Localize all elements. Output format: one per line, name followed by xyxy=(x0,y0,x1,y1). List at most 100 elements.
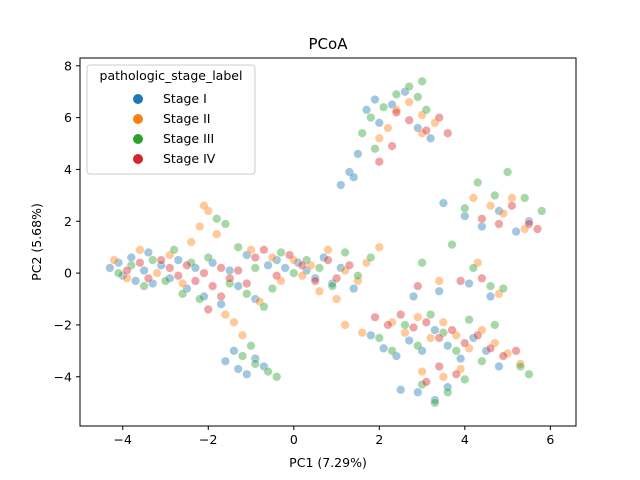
legend: pathologic_stage_label Stage I Stage II … xyxy=(86,64,256,175)
data-point-stage-i xyxy=(438,198,449,208)
data-point-stage-i xyxy=(242,369,252,379)
data-point-stage-iv xyxy=(413,281,423,291)
data-point-stage-iii xyxy=(314,263,325,273)
data-point-stage-iv xyxy=(434,333,444,343)
data-point-stage-iii xyxy=(195,294,205,304)
data-point-stage-ii xyxy=(426,333,436,343)
data-point-stage-iii xyxy=(370,144,380,154)
data-point-stage-iv xyxy=(434,361,444,372)
data-point-stage-ii xyxy=(374,242,384,252)
data-point-stage-iii xyxy=(400,320,410,330)
y-tick-label: 6 xyxy=(64,110,72,125)
data-point-stage-i xyxy=(456,354,466,364)
data-point-stage-ii xyxy=(195,221,205,232)
y-tick-label: −2 xyxy=(54,317,72,332)
x-tick-label: 0 xyxy=(290,432,298,447)
data-point-stage-ii xyxy=(246,245,256,255)
data-point-stage-i xyxy=(126,252,136,263)
data-point-stage-i xyxy=(353,149,363,159)
data-point-stage-ii xyxy=(503,348,513,359)
data-point-stage-iii xyxy=(421,105,431,115)
data-point-stage-i xyxy=(481,346,491,356)
data-point-stage-i xyxy=(370,94,380,105)
data-point-stage-iv xyxy=(332,273,342,283)
data-point-stage-i xyxy=(349,284,359,294)
data-point-stage-i xyxy=(105,263,115,273)
data-point-stage-i xyxy=(250,354,260,364)
data-point-stage-iv xyxy=(143,273,153,283)
data-point-stage-iii xyxy=(451,346,461,356)
data-point-stage-iii xyxy=(490,320,500,330)
data-point-stage-i xyxy=(477,221,487,232)
data-point-stage-i xyxy=(336,180,346,190)
data-point-stage-iv xyxy=(156,255,166,265)
y-axis-label: PC2 (5.68%) xyxy=(29,203,44,281)
data-point-stage-iv xyxy=(250,252,260,263)
data-point-stage-ii xyxy=(178,278,188,289)
data-point-stage-iii xyxy=(443,387,453,397)
data-point-stage-iii xyxy=(267,284,278,294)
data-point-stage-iii xyxy=(473,177,483,187)
data-point-stage-iii xyxy=(250,263,260,273)
data-point-stage-iv xyxy=(421,126,431,136)
data-point-stage-iii xyxy=(148,255,158,265)
data-point-stage-iv xyxy=(408,322,419,333)
data-point-stage-ii xyxy=(109,255,119,265)
data-point-stage-i xyxy=(336,263,346,273)
data-point-stage-iii xyxy=(490,190,500,200)
data-point-stage-iii xyxy=(430,398,440,408)
data-point-stage-iii xyxy=(366,112,376,123)
data-point-stage-ii xyxy=(323,245,333,255)
data-point-stage-i xyxy=(361,105,372,115)
data-point-stage-iv xyxy=(434,112,444,123)
data-point-stage-iii xyxy=(374,333,384,343)
data-point-stage-iv xyxy=(199,268,209,278)
y-tick-label: 2 xyxy=(64,214,72,229)
data-point-stage-i xyxy=(443,382,453,392)
data-point-stage-i xyxy=(139,265,149,276)
data-point-stage-i xyxy=(229,346,239,356)
data-point-stage-iii xyxy=(242,289,252,299)
data-point-stage-ii xyxy=(212,229,222,239)
data-point-stage-iii xyxy=(263,367,273,377)
data-point-stage-iii xyxy=(160,276,171,286)
data-point-stage-i xyxy=(250,294,260,304)
data-point-stage-iii xyxy=(178,289,188,299)
data-point-stage-iv xyxy=(477,214,487,224)
data-point-stage-i xyxy=(430,395,440,405)
plot-frame xyxy=(79,57,577,427)
data-point-stage-iv xyxy=(383,320,393,330)
x-tick-label: 4 xyxy=(461,432,469,447)
data-point-stage-i xyxy=(524,216,534,226)
data-point-stage-iii xyxy=(379,102,389,112)
data-point-stage-iii xyxy=(113,268,124,278)
data-point-stage-iv xyxy=(122,265,132,276)
data-point-stage-iii xyxy=(520,193,530,203)
data-point-stage-iii xyxy=(212,214,222,224)
data-point-stage-iv xyxy=(473,330,483,340)
data-point-stage-iv xyxy=(404,115,414,125)
data-point-stage-iii xyxy=(237,351,248,361)
legend-label-stage-ii: Stage II xyxy=(163,111,210,126)
data-point-stage-iii xyxy=(327,281,337,291)
data-point-stage-iv xyxy=(216,263,226,273)
data-point-stage-i xyxy=(374,118,384,128)
data-point-stage-iv xyxy=(532,224,543,234)
data-point-stage-ii xyxy=(404,97,414,107)
data-point-stage-i xyxy=(216,299,226,309)
legend-marker-stage-iv xyxy=(133,154,143,164)
data-point-stage-iii xyxy=(246,341,256,351)
data-point-stage-ii xyxy=(383,123,393,133)
legend-marker-stage-iii xyxy=(133,134,143,144)
data-point-stage-ii xyxy=(297,271,307,281)
legend-label-stage-i: Stage I xyxy=(163,91,207,106)
x-tick-label: 2 xyxy=(375,432,383,447)
data-point-stage-iii xyxy=(366,252,376,263)
data-point-stage-iii xyxy=(272,372,282,382)
data-point-stage-iv xyxy=(421,377,431,387)
legend-marker-stage-i xyxy=(133,94,143,104)
data-point-stage-ii xyxy=(400,328,410,338)
data-point-stage-iv xyxy=(233,265,243,276)
data-point-stage-iii xyxy=(413,92,423,102)
